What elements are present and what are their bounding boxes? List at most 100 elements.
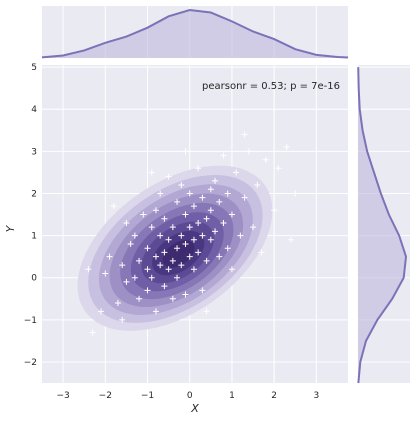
- scatter-point: [169, 224, 176, 231]
- scatter-point: [283, 144, 290, 151]
- scatter-point: [174, 274, 181, 281]
- scatter-point: [245, 148, 252, 155]
- y-axis-label: Y: [4, 224, 17, 232]
- joint-axes: pearsonr = 0.53; p = 7e-16 −3 −2 −1 0 1 2 3 −2…: [4, 63, 348, 415]
- y-tick-label: −1: [24, 316, 37, 326]
- x-tick-label: −2: [99, 391, 112, 401]
- scatter-point: [195, 249, 202, 256]
- scatter-point: [106, 253, 113, 260]
- scatter-point: [224, 190, 231, 197]
- scatter-point: [212, 177, 219, 184]
- top-marginal: [41, 6, 349, 59]
- x-tick-label: 3: [313, 391, 319, 401]
- scatter-point: [186, 190, 193, 197]
- scatter-point: [182, 148, 189, 155]
- scatter-point: [182, 241, 189, 248]
- scatter-point: [207, 207, 214, 214]
- scatter-point: [98, 308, 105, 315]
- scatter-point: [199, 194, 206, 201]
- y-tick-label: 3: [31, 147, 37, 157]
- scatter-point: [152, 308, 159, 315]
- scatter-point: [144, 266, 151, 273]
- y-tick-label: −2: [24, 358, 37, 368]
- scatter-point: [275, 165, 282, 172]
- scatter-point: [136, 295, 143, 302]
- scatter-point: [228, 211, 235, 218]
- scatter-point: [237, 232, 244, 239]
- scatter-point: [110, 203, 117, 210]
- scatter-point: [233, 169, 240, 176]
- scatter-point: [85, 266, 92, 273]
- scatter-point: [144, 287, 151, 294]
- scatter-point: [127, 241, 134, 248]
- scatter-point: [123, 278, 130, 285]
- y-tick-labels: −2 −1 0 1 2 3 4 5: [24, 63, 38, 368]
- scatter-point: [207, 236, 214, 243]
- scatter-point: [195, 219, 202, 226]
- scatter-point: [241, 131, 248, 138]
- scatter-point: [148, 274, 155, 281]
- scatter-point: [157, 232, 164, 239]
- scatter-point: [216, 198, 223, 205]
- scatter-point: [254, 182, 261, 189]
- scatter-point: [102, 270, 109, 277]
- scatter-point: [123, 219, 130, 226]
- scatter-point: [203, 308, 210, 315]
- x-tick-labels: −3 −2 −1 0 1 2 3: [56, 391, 319, 401]
- scatter-point: [203, 215, 210, 222]
- x-axis-label: X: [190, 402, 199, 415]
- scatter-point: [212, 228, 219, 235]
- scatter-point: [119, 262, 126, 269]
- scatter-point: [216, 253, 223, 260]
- x-tick-label: 0: [187, 391, 193, 401]
- scatter-point: [224, 245, 231, 252]
- top-kde-fill: [42, 10, 348, 58]
- scatter-point: [195, 165, 202, 172]
- scatter-point: [288, 236, 295, 243]
- scatter-point: [190, 236, 197, 243]
- right-marginal: [357, 65, 410, 384]
- scatter-point: [250, 224, 257, 231]
- scatter-point: [165, 266, 172, 273]
- scatter-point: [199, 287, 206, 294]
- y-tick-label: 1: [31, 232, 37, 242]
- scatter-points: [85, 131, 299, 336]
- scatter-point: [165, 173, 172, 180]
- scatter-point: [182, 211, 189, 218]
- scatter-point: [161, 249, 168, 256]
- scatter-point: [169, 295, 176, 302]
- scatter-point: [148, 169, 155, 176]
- scatter-point: [140, 211, 147, 218]
- y-tick-label: 4: [31, 105, 37, 115]
- scatter-point: [144, 245, 151, 252]
- scatter-point: [241, 194, 248, 201]
- scatter-point: [186, 224, 193, 231]
- scatter-point: [89, 329, 96, 336]
- scatter-point: [292, 190, 299, 197]
- scatter-point: [207, 186, 214, 193]
- y-tick-label: 2: [31, 189, 37, 199]
- scatter-point: [161, 283, 168, 290]
- scatter-point: [131, 274, 138, 281]
- scatter-point: [152, 207, 159, 214]
- scatter-point: [220, 152, 227, 159]
- scatter-point: [136, 257, 143, 264]
- scatter-point: [119, 316, 126, 323]
- scatter-point: [258, 249, 265, 256]
- scatter-point: [157, 190, 164, 197]
- scatter-point: [186, 253, 193, 260]
- right-kde-fill: [358, 67, 406, 383]
- pearson-annotation: pearsonr = 0.53; p = 7e-16: [202, 81, 340, 92]
- scatter-point: [174, 245, 181, 252]
- scatter-point: [157, 262, 164, 269]
- scatter-point: [220, 219, 227, 226]
- scatter-point: [161, 215, 168, 222]
- scatter-point: [169, 257, 176, 264]
- scatter-point: [148, 224, 155, 231]
- scatter-point: [182, 291, 189, 298]
- scatter-point: [190, 266, 197, 273]
- y-tick-label: 5: [31, 63, 37, 73]
- scatter-point: [174, 198, 181, 205]
- x-tick-label: 2: [271, 391, 277, 401]
